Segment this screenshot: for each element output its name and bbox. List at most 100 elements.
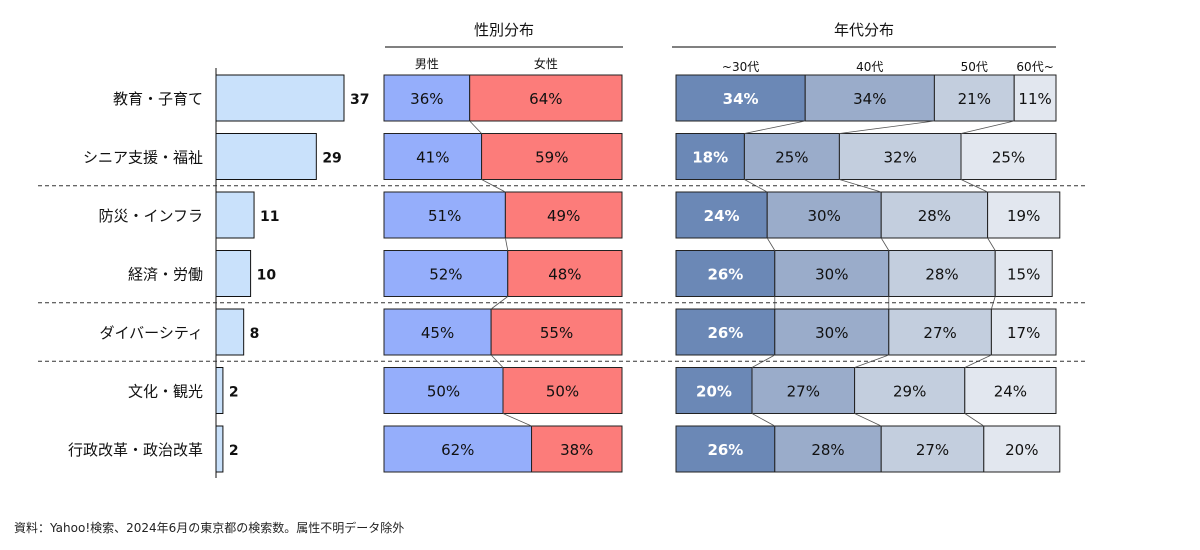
count-value: 29: [322, 151, 341, 167]
stacked-segment: [481, 133, 623, 180]
segment-value: 36%: [410, 90, 443, 108]
stacked-segment: [531, 425, 623, 473]
segment-value: 26%: [707, 324, 743, 342]
legend-label: 40代: [856, 60, 883, 74]
stacked-segment: [854, 367, 966, 414]
category-label: シニア支援・福祉: [83, 149, 203, 167]
connector-line: [766, 237, 776, 251]
segment-value: 27%: [923, 324, 956, 342]
category-label: 経済・労働: [128, 266, 203, 284]
stacked-segment: [888, 308, 992, 356]
segment-value: 20%: [1005, 441, 1038, 459]
count-value: 2: [229, 443, 239, 459]
count-bar: [215, 191, 255, 239]
segment-value: 24%: [994, 383, 1027, 401]
stacked-segment: [774, 250, 890, 297]
connector-line: [490, 296, 509, 310]
count-bar: [215, 308, 245, 356]
stacked-segment: [383, 74, 471, 122]
segment-value: 11%: [1018, 90, 1051, 108]
segment-value: 18%: [692, 149, 728, 167]
stacked-segment: [766, 191, 882, 239]
stacked-segment: [675, 250, 776, 297]
stacked-segment: [774, 308, 890, 356]
stacked-segment: [983, 425, 1061, 473]
stacked-segment: [960, 133, 1057, 180]
connector-line: [744, 120, 806, 134]
count-value: 37: [350, 92, 369, 108]
segment-value: 15%: [1007, 266, 1040, 284]
stacked-segment: [469, 74, 623, 122]
category-label: 教育・子育て: [113, 90, 203, 108]
stacked-segment: [675, 191, 768, 239]
segment-value: 20%: [696, 383, 732, 401]
segment-value: 17%: [1007, 324, 1040, 342]
group-dividers: [38, 185, 1088, 362]
age-distribution: 年代分布 ~30代 40代 50代 60代~ 34% 34% 21% 11% 18% 25% 32%…: [672, 21, 1061, 473]
segment-value: 34%: [723, 90, 759, 108]
legend-label: 男性: [415, 57, 439, 71]
category-label: 文化・観光: [128, 383, 203, 401]
count-value: 8: [250, 326, 260, 342]
segment-value: 21%: [958, 90, 991, 108]
legend-label: 50代: [961, 60, 988, 74]
segment-value: 55%: [540, 324, 573, 342]
legend-label: 女性: [534, 56, 558, 71]
segment-value: 50%: [546, 383, 579, 401]
stacked-segment: [504, 191, 623, 239]
segment-value: 38%: [560, 441, 593, 459]
segment-value: 30%: [815, 324, 848, 342]
category-label: ダイバーシティ: [99, 324, 203, 342]
stacked-segment: [1013, 74, 1057, 122]
stacked-segment: [502, 367, 623, 414]
stacked-segment: [383, 308, 492, 356]
segment-value: 24%: [704, 207, 740, 225]
segment-value: 50%: [427, 383, 460, 401]
stacked-segment: [888, 250, 996, 297]
segment-value: 27%: [787, 383, 820, 401]
gender-title: 性別分布: [474, 21, 534, 39]
stacked-segment: [675, 308, 776, 356]
stacked-segment: [383, 425, 533, 473]
segment-value: 45%: [421, 324, 454, 342]
segment-value: 34%: [853, 90, 886, 108]
segment-value: 30%: [808, 207, 841, 225]
count-value: 2: [229, 385, 239, 401]
legend-label: ~30代: [722, 60, 759, 74]
connector-line: [987, 237, 996, 251]
segment-value: 64%: [529, 90, 562, 108]
connector-line: [751, 413, 775, 427]
stacked-segment: [994, 250, 1053, 297]
connector-line: [960, 179, 988, 193]
stacked-segment: [933, 74, 1015, 122]
legend-label: 60代~: [1016, 60, 1053, 74]
gender-distribution: 性別分布 男性 女性 36% 64% 41% 59% 51% 49% 52% 48% 45% 55% 5…: [383, 21, 623, 473]
stacked-segment: [880, 425, 985, 473]
segment-value: 28%: [811, 441, 844, 459]
segment-value: 48%: [548, 266, 581, 284]
segment-value: 29%: [893, 383, 926, 401]
count-value: 11: [260, 209, 279, 225]
count-bar: [215, 250, 252, 297]
footnote: 資料：Yahoo!検索、2024年6月の東京都の検索数。属性不明データ除外: [14, 520, 404, 535]
stacked-segment: [987, 191, 1061, 239]
connector-line: [839, 120, 935, 134]
stacked-segment: [990, 308, 1057, 356]
segment-value: 27%: [916, 441, 949, 459]
segment-value: 59%: [535, 149, 568, 167]
stacked-segment: [964, 367, 1057, 414]
segment-value: 19%: [1007, 207, 1040, 225]
connector-line: [504, 237, 509, 251]
connector-line: [964, 413, 985, 427]
count-bars: 教育・子育て 37 シニア支援・福祉 29 防災・インフラ 11 経済・労働 10 ダイバーシテ…: [68, 68, 369, 478]
category-label: 防災・インフラ: [98, 207, 203, 225]
stacked-segment: [838, 133, 962, 180]
segment-value: 62%: [441, 441, 474, 459]
segment-value: 51%: [428, 207, 461, 225]
segment-value: 25%: [775, 149, 808, 167]
stacked-segment: [751, 367, 856, 414]
category-label: 行政改革・政治改革: [68, 441, 203, 459]
segment-value: 26%: [707, 266, 743, 284]
segment-value: 25%: [992, 149, 1025, 167]
